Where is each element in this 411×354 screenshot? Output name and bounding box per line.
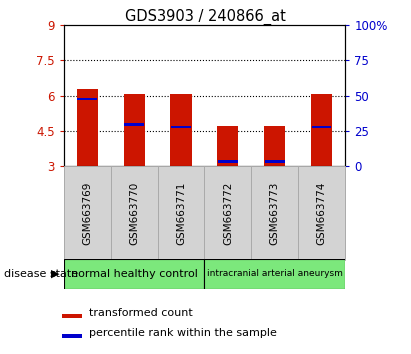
Text: GDS3903 / 240866_at: GDS3903 / 240866_at <box>125 9 286 25</box>
Bar <box>217 126 238 166</box>
Bar <box>311 95 332 166</box>
Bar <box>76 88 98 166</box>
Text: GSM663769: GSM663769 <box>82 182 92 245</box>
FancyBboxPatch shape <box>205 166 252 260</box>
FancyBboxPatch shape <box>252 166 298 260</box>
FancyBboxPatch shape <box>64 259 205 289</box>
FancyBboxPatch shape <box>111 166 157 260</box>
FancyBboxPatch shape <box>298 166 345 260</box>
FancyBboxPatch shape <box>157 166 205 260</box>
Text: GSM663772: GSM663772 <box>223 182 233 245</box>
FancyBboxPatch shape <box>64 166 111 260</box>
Bar <box>124 94 145 166</box>
Text: GSM663774: GSM663774 <box>317 182 327 245</box>
Bar <box>62 334 82 338</box>
Text: normal healthy control: normal healthy control <box>71 269 198 279</box>
Text: GSM663770: GSM663770 <box>129 182 139 245</box>
Text: percentile rank within the sample: percentile rank within the sample <box>89 328 277 338</box>
Text: GSM663771: GSM663771 <box>176 182 186 245</box>
Bar <box>171 95 192 166</box>
Text: disease state: disease state <box>4 269 78 279</box>
Bar <box>264 126 285 166</box>
Bar <box>218 160 238 163</box>
Bar <box>265 160 284 163</box>
Text: transformed count: transformed count <box>89 308 192 318</box>
Text: intracranial arterial aneurysm: intracranial arterial aneurysm <box>207 269 343 279</box>
Bar <box>312 126 332 128</box>
Bar <box>62 314 82 318</box>
Bar <box>125 123 144 126</box>
Bar <box>77 98 97 100</box>
Text: ▶: ▶ <box>51 269 60 279</box>
Text: GSM663773: GSM663773 <box>270 182 280 245</box>
Bar <box>171 126 191 128</box>
FancyBboxPatch shape <box>205 259 345 289</box>
